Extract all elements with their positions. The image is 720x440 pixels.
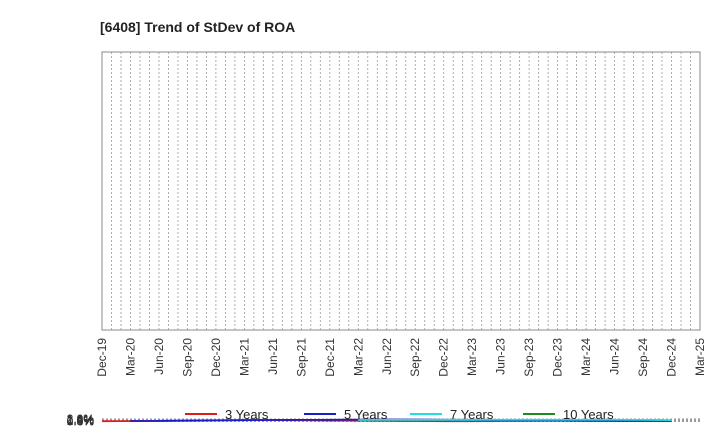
y-tick-label: 1.8% <box>67 412 95 426</box>
legend-item: 5 Years <box>304 407 388 422</box>
x-tick-label: Mar-25 <box>693 338 707 376</box>
x-tick-label: Dec-23 <box>551 338 565 377</box>
legend-label: 5 Years <box>344 407 388 422</box>
x-tick-label: Mar-20 <box>123 338 137 376</box>
x-tick-label: Jun-23 <box>494 338 508 375</box>
plot-area <box>101 51 701 331</box>
x-tick-label: Sep-23 <box>522 338 536 377</box>
series-lines <box>101 418 672 423</box>
x-tick-label: Mar-21 <box>237 338 251 376</box>
x-tick-label: Jun-24 <box>608 338 622 375</box>
y-tick-label: 1.2% <box>67 413 95 427</box>
x-tick-label: Sep-24 <box>636 338 650 377</box>
x-tick-label: Jun-20 <box>152 338 166 375</box>
x-tick-label: Sep-22 <box>408 338 422 377</box>
y-tick-label: 2.0% <box>67 412 95 426</box>
x-tick-label: Dec-19 <box>95 338 109 377</box>
y-tick-label: 1.0% <box>67 414 95 428</box>
legend-label: 7 Years <box>450 407 494 422</box>
x-tick-label: Mar-22 <box>351 338 365 376</box>
x-tick-label: Sep-20 <box>180 338 194 377</box>
y-tick-label: 0.8% <box>67 414 95 428</box>
x-tick-label: Dec-20 <box>209 338 223 377</box>
legend-label: 3 Years <box>225 407 269 422</box>
legend-item: 10 Years <box>523 407 614 422</box>
legend-item: 7 Years <box>410 407 494 422</box>
x-tick-label: Dec-22 <box>437 338 451 377</box>
x-tick-label: Jun-22 <box>380 338 394 375</box>
x-tick-label: Sep-21 <box>294 338 308 377</box>
x-tick-label: Dec-24 <box>665 338 679 377</box>
y-tick-label: 1.4% <box>67 413 95 427</box>
y-tick-label: 0.6% <box>67 415 95 429</box>
x-tick-label: Dec-21 <box>323 338 337 377</box>
x-tick-label: Mar-23 <box>465 338 479 376</box>
x-tick-label: Mar-24 <box>579 338 593 376</box>
chart-title: [6408] Trend of StDev of ROA <box>100 19 295 35</box>
y-axis: 0.6%0.8%1.0%1.2%1.4%1.6%1.8%2.0% <box>67 412 95 429</box>
legend-label: 10 Years <box>563 407 614 422</box>
legend: 3 Years 5 Years 7 Years 10 Years <box>185 407 614 422</box>
legend-item: 3 Years <box>185 407 269 422</box>
y-tick-label: 1.6% <box>67 413 95 427</box>
x-axis: Dec-19 Mar-20 Jun-20 Sep-20 Dec-20 Mar-21 Jun-… <box>95 338 707 377</box>
x-tick-label: Jun-21 <box>266 338 280 375</box>
